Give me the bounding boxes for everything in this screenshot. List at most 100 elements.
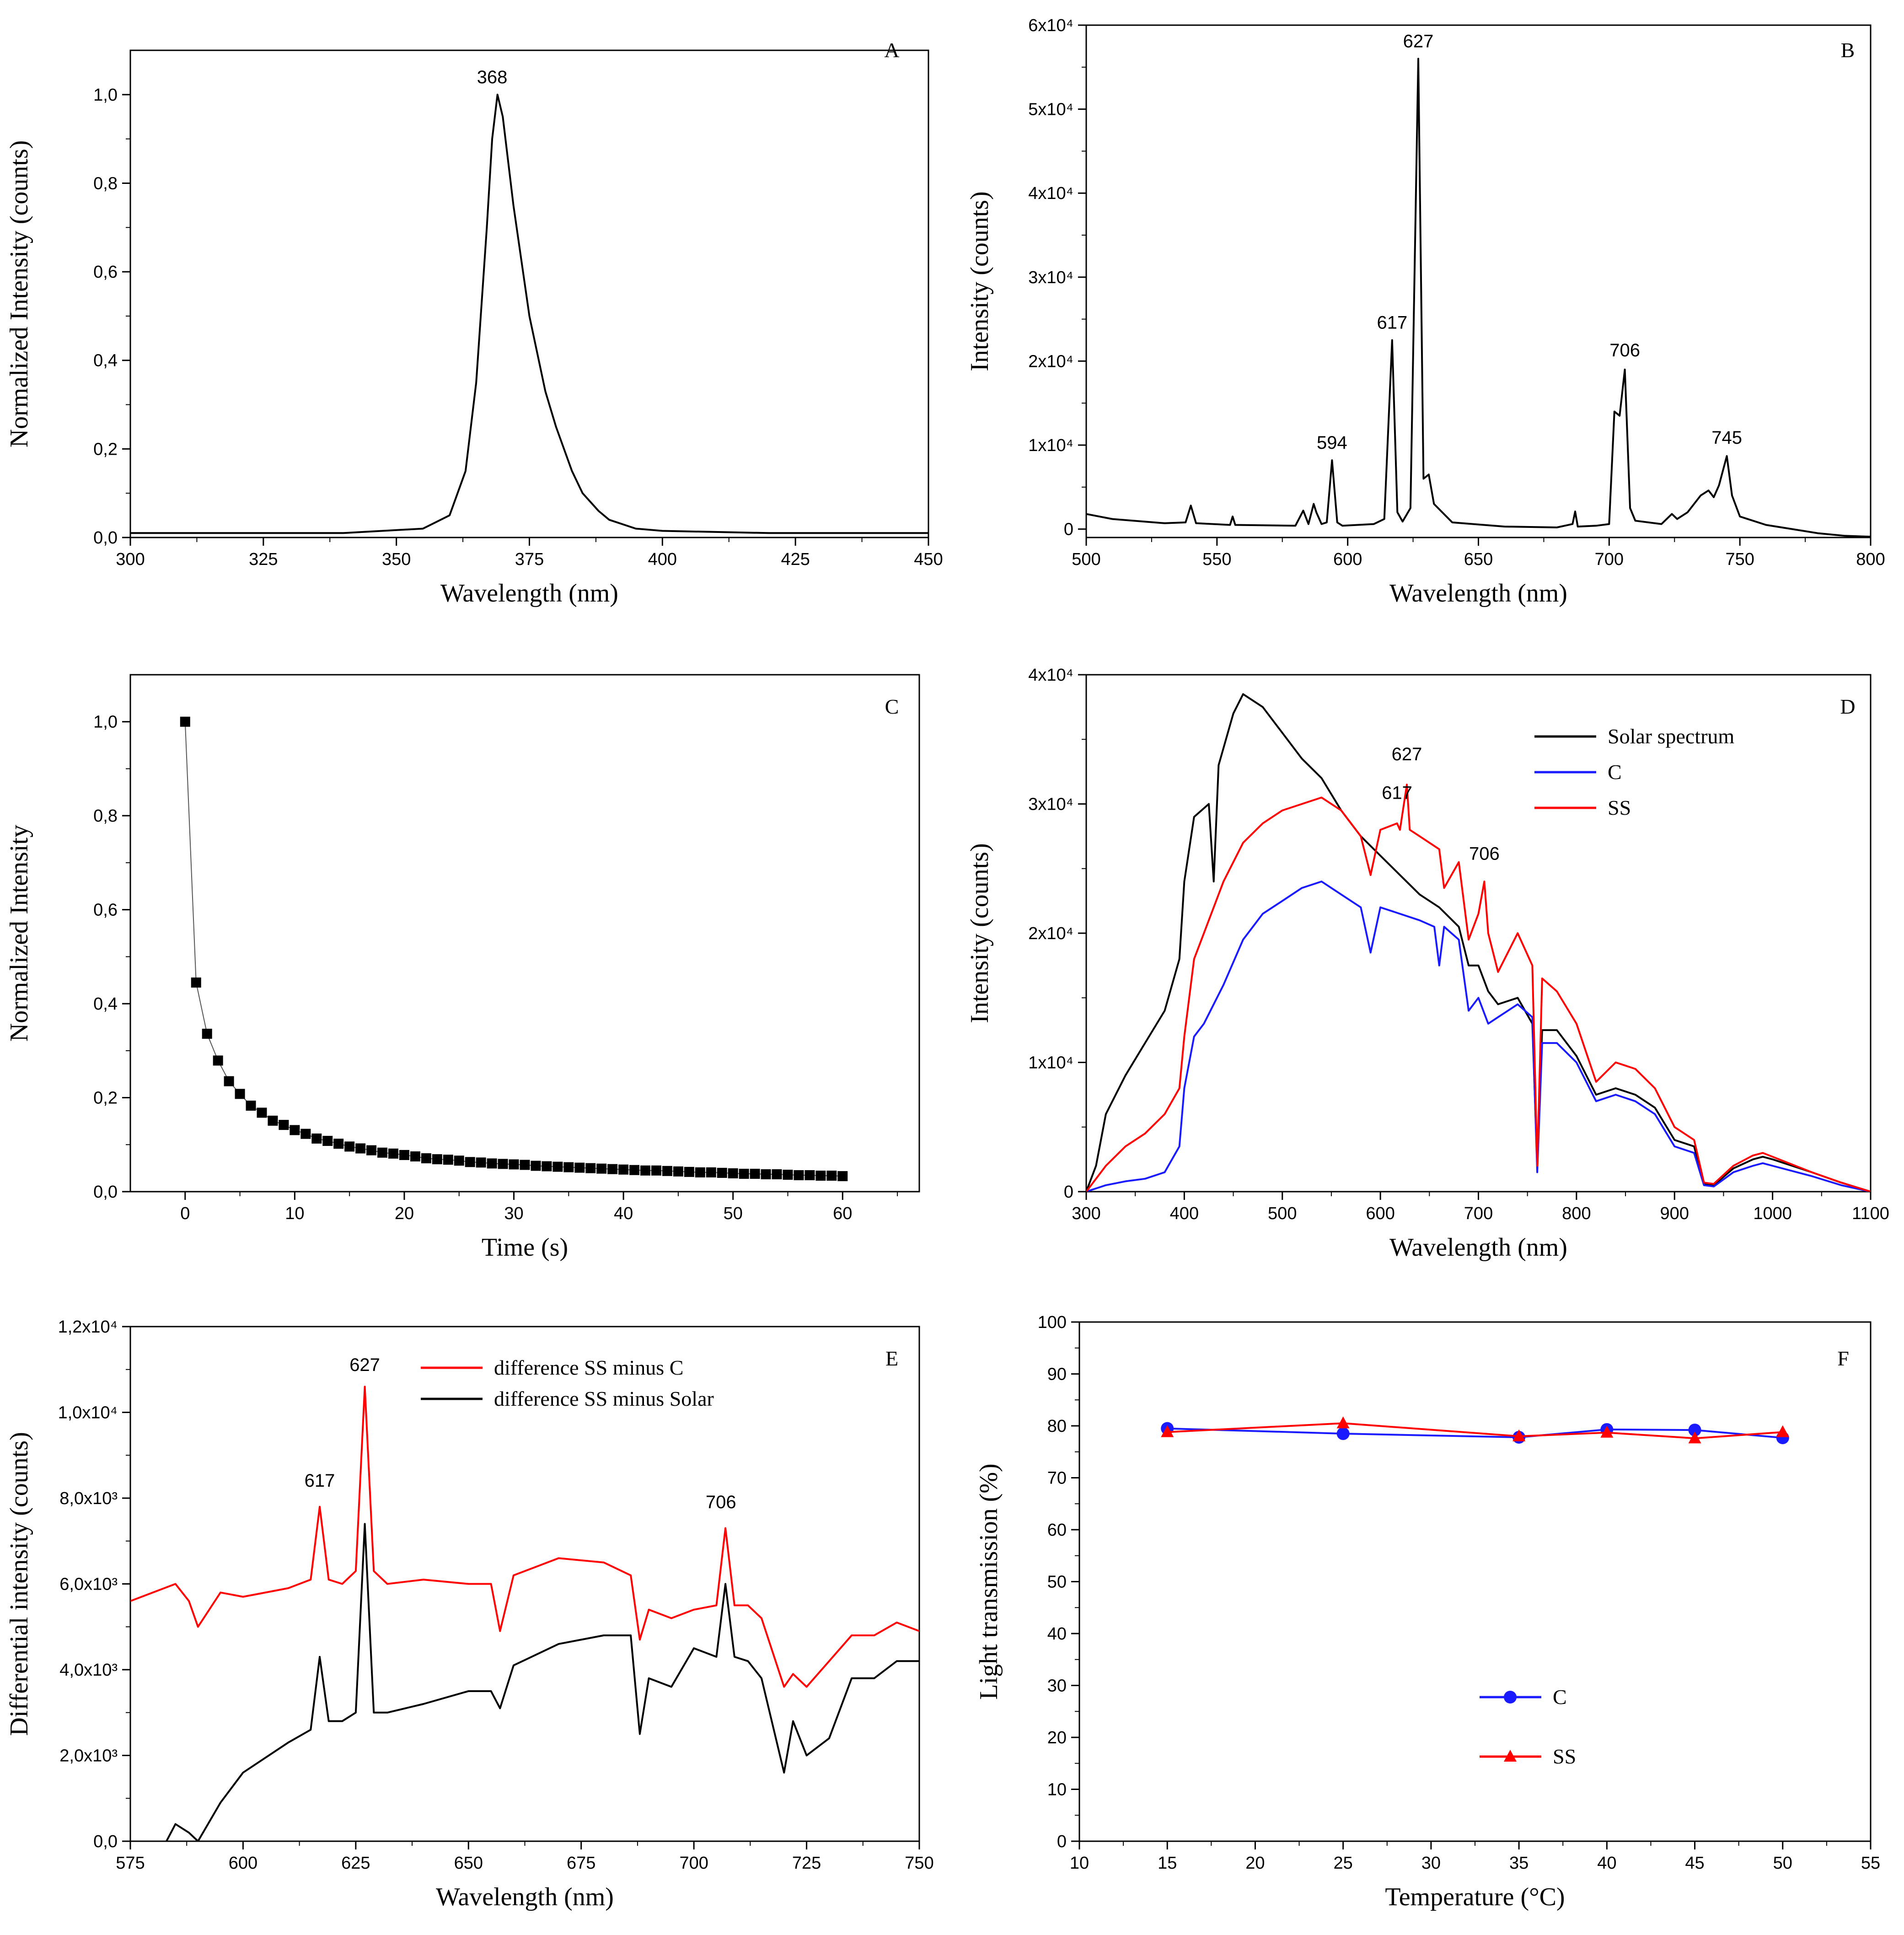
plot-frame [1078,1321,1872,1842]
data-point [322,1136,333,1146]
data-point [410,1151,420,1161]
y-tick-label: 40 [1047,1624,1067,1644]
data-point [268,1115,278,1126]
peak-label: 594 [1317,433,1347,453]
y-tick-label: 50 [1047,1573,1067,1592]
x-tick-label: 750 [1725,550,1754,569]
y-tick-label: 4,0x10³ [59,1661,118,1680]
plot-frame [1085,24,1872,538]
y-tick-label: 6x10⁴ [1028,16,1073,35]
peak-label: 627 [1403,31,1434,51]
series-line-difference-ss-minus-c [130,1386,919,1688]
y-axis-label: Normalized Intensity [5,825,33,1042]
y-tick-label: 0,0 [93,1832,118,1851]
peak-label: 706 [1609,340,1640,360]
data-point [574,1162,585,1173]
peak-label: 706 [1469,844,1500,864]
x-tick-label: 40 [614,1204,633,1223]
x-tick-label: 30 [1421,1854,1441,1873]
plot-frame [129,49,929,538]
x-tick-label: 350 [382,550,411,569]
y-tick-label: 3x10⁴ [1028,268,1073,287]
panel-E: 575 600 625 650 675 700 725 750 0,0 2,0x10³ 4,0x10… [5,1317,934,1911]
x-tick-label: 300 [116,550,145,569]
x-tick-label: 600 [1333,550,1362,569]
data-point [662,1166,672,1176]
data-point [498,1159,508,1169]
panel-B: 500 550 600 650 700 750 800 0 1x10⁴ 2x10⁴ 3x10⁴ 4x1… [965,16,1885,607]
data-point [213,1055,223,1066]
x-tick-label: 55 [1861,1854,1880,1873]
series-line-difference-ss-minus-solar [166,1523,919,1841]
series-line-c [1167,1427,1783,1439]
y-tick-label: 0,4 [93,994,118,1014]
y-tick-label: 8,0x10³ [59,1489,118,1508]
data-point [673,1166,683,1177]
x-tick-label: 1100 [1852,1204,1889,1223]
data-point [531,1161,541,1171]
data-point [629,1165,640,1175]
data-point [224,1076,234,1086]
x-tick-label: 30 [504,1204,523,1223]
data-point [344,1141,355,1152]
y-tick-label: 0,4 [93,351,118,371]
panel-letter: D [1840,695,1855,718]
y-axis-label: Normalized Intensity (counts) [5,140,33,448]
y-tick-label: 100 [1038,1313,1067,1332]
data-point [739,1168,749,1179]
data-point [333,1139,344,1149]
data-point [300,1129,311,1139]
x-tick-label: 10 [1070,1854,1089,1873]
data-point [1688,1431,1701,1444]
y-tick-label: 0,8 [93,174,118,193]
x-tick-label: 650 [1464,550,1493,569]
peak-label: 617 [305,1471,335,1491]
y-tick-label: 1x10⁴ [1028,1054,1073,1073]
peak-label: 706 [706,1492,736,1512]
data-point [761,1169,771,1179]
data-point [542,1161,552,1172]
y-tick-label: 0,6 [93,901,118,920]
y-axis-label: Differential intensity (counts) [5,1432,33,1736]
data-point [1776,1425,1789,1437]
y-tick-label: 4x10⁴ [1028,666,1073,685]
y-tick-label: 20 [1047,1728,1067,1747]
x-tick-label: 50 [724,1204,743,1223]
data-point [640,1165,651,1176]
x-tick-label: 300 [1072,1204,1100,1223]
x-tick-label: 15 [1158,1854,1177,1873]
x-tick-label: 500 [1072,550,1100,569]
x-tick-label: 50 [1773,1854,1792,1873]
y-tick-label: 0,2 [93,1089,118,1108]
y-tick-label: 5x10⁴ [1028,100,1073,119]
legend-marker [1504,1691,1517,1704]
x-tick-label: 750 [905,1854,933,1873]
x-tick-label: 400 [648,550,677,569]
y-tick-label: 0 [1064,1182,1073,1202]
data-point [815,1171,826,1181]
y-tick-label: 0,2 [93,440,118,459]
series-line-c [1086,881,1871,1192]
data-point [399,1150,409,1160]
y-tick-label: 2x10⁴ [1028,924,1073,943]
x-tick-label: 800 [1856,550,1885,569]
peak-label: 745 [1711,428,1742,448]
plot-frame [129,674,920,1193]
y-tick-label: 1,2x10⁴ [58,1317,118,1337]
x-tick-label: 650 [454,1854,483,1873]
legend-label: difference SS minus Solar [494,1387,714,1410]
data-point [563,1162,574,1172]
x-tick-label: 900 [1660,1204,1689,1223]
x-tick-label: 450 [914,550,943,569]
y-tick-label: 1x10⁴ [1028,436,1073,455]
data-point [290,1125,300,1135]
y-tick-label: 1,0 [93,713,118,732]
series-line-0 [130,93,928,534]
x-tick-label: 325 [249,550,278,569]
x-tick-label: 25 [1334,1854,1353,1873]
data-point [618,1164,629,1175]
legend-label: SS [1553,1745,1576,1768]
data-point [311,1133,322,1144]
data-point [585,1163,596,1173]
x-axis-label: Wavelength (nm) [440,579,618,607]
